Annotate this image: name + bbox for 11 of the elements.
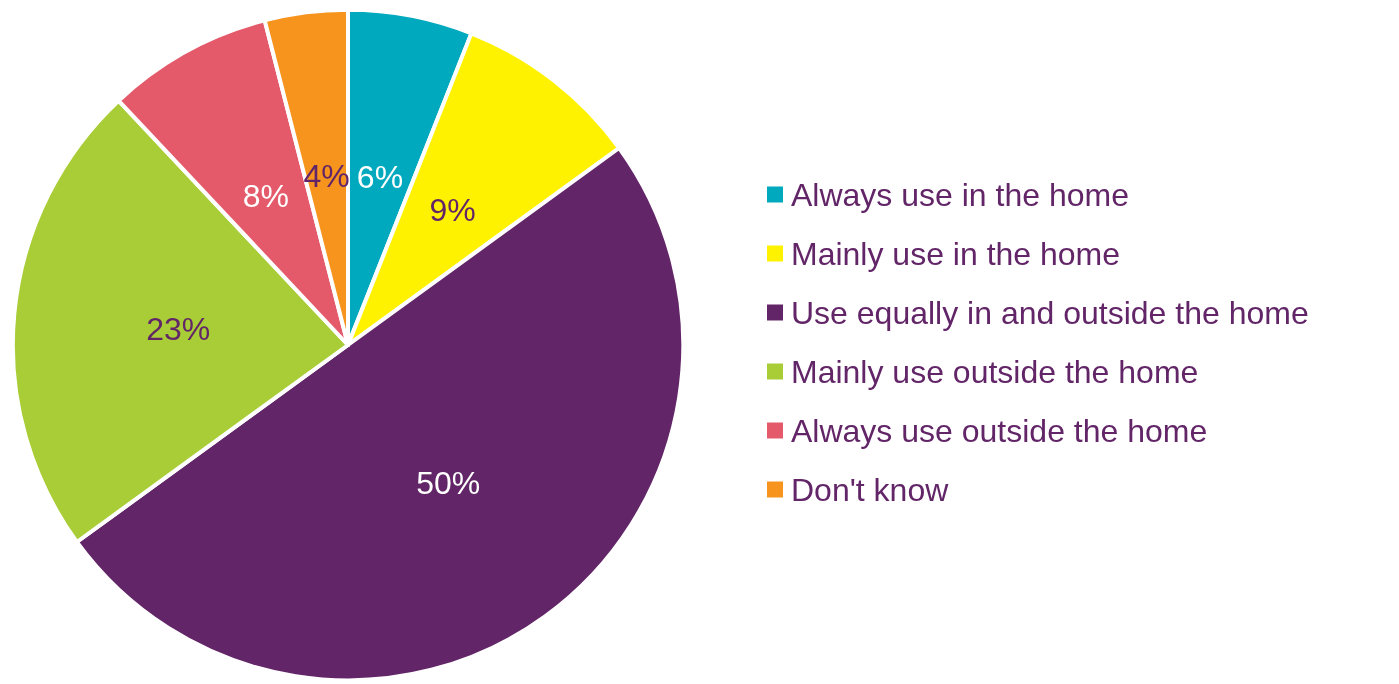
data-label: 23%	[146, 310, 211, 347]
data-label: 8%	[242, 177, 289, 214]
data-label: 6%	[356, 159, 404, 196]
legend-label: Mainly use outside the home	[791, 353, 1199, 390]
data-label: 50%	[416, 465, 481, 501]
legend-label: Don't know	[791, 471, 950, 508]
data-label: 9%	[429, 192, 476, 229]
legend-label: Always use outside the home	[791, 412, 1208, 449]
legend-label: Always use in the home	[791, 176, 1129, 213]
legend-label: Mainly use in the home	[791, 235, 1121, 272]
legend-label: Use equally in and outside the home	[791, 294, 1309, 331]
